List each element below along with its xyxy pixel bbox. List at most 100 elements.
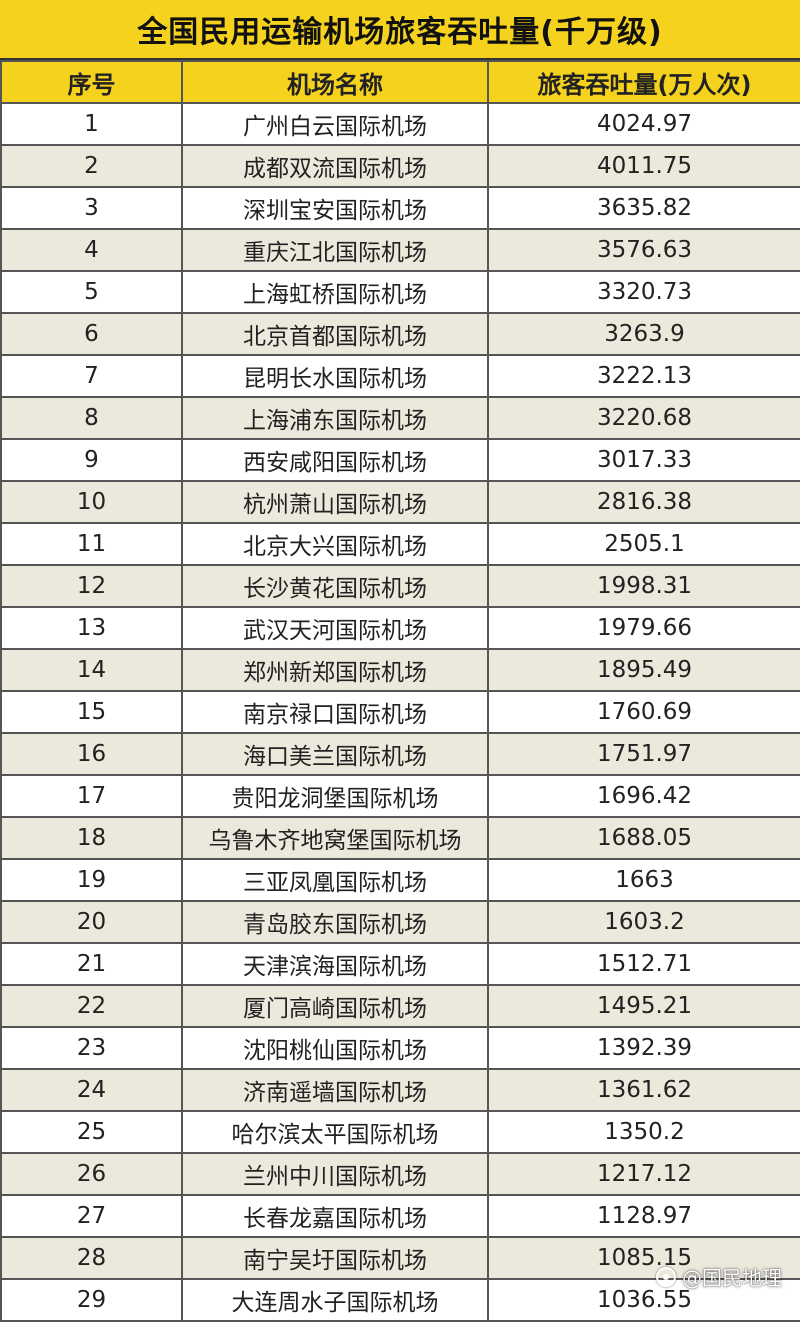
- cell-passengers: 1495.21: [487, 984, 800, 1028]
- table-row: 14 郑州新郑国际机场 1895.49: [0, 648, 800, 692]
- table-row: 12 长沙黄花国际机场 1998.31: [0, 564, 800, 608]
- cell-passengers: 4011.75: [487, 144, 800, 188]
- cell-passengers: 2816.38: [487, 480, 800, 524]
- cell-passengers: 1895.49: [487, 648, 800, 692]
- airport-table: 序号 机场名称 旅客吞吐量(万人次) 1 广州白云国际机场 4024.97 2 成都双流…: [0, 60, 800, 1322]
- cell-rank: 22: [0, 984, 183, 1028]
- table-row: 25 哈尔滨太平国际机场 1350.2: [0, 1110, 800, 1154]
- cell-rank: 8: [0, 396, 183, 440]
- cell-passengers: 3220.68: [487, 396, 800, 440]
- cell-passengers: 4024.97: [487, 102, 800, 146]
- cell-airport-name: 长沙黄花国际机场: [181, 564, 489, 608]
- cell-airport-name: 贵阳龙洞堡国际机场: [181, 774, 489, 818]
- header-rank: 序号: [0, 60, 183, 104]
- cell-airport-name: 武汉天河国际机场: [181, 606, 489, 650]
- cell-rank: 20: [0, 900, 183, 944]
- cell-airport-name: 郑州新郑国际机场: [181, 648, 489, 692]
- cell-rank: 27: [0, 1194, 183, 1238]
- cell-airport-name: 青岛胶东国际机场: [181, 900, 489, 944]
- cell-rank: 25: [0, 1110, 183, 1154]
- cell-rank: 21: [0, 942, 183, 986]
- cell-passengers: 1361.62: [487, 1068, 800, 1112]
- cell-passengers: 3222.13: [487, 354, 800, 398]
- cell-rank: 23: [0, 1026, 183, 1070]
- table-row: 18 乌鲁木齐地窝堡国际机场 1688.05: [0, 816, 800, 860]
- cell-rank: 1: [0, 102, 183, 146]
- table-row: 22 厦门高崎国际机场 1495.21: [0, 984, 800, 1028]
- cell-rank: 16: [0, 732, 183, 776]
- cell-rank: 10: [0, 480, 183, 524]
- cell-passengers: 1217.12: [487, 1152, 800, 1196]
- table-row: 17 贵阳龙洞堡国际机场 1696.42: [0, 774, 800, 818]
- cell-passengers: 1350.2: [487, 1110, 800, 1154]
- cell-passengers: 1998.31: [487, 564, 800, 608]
- cell-rank: 5: [0, 270, 183, 314]
- cell-rank: 2: [0, 144, 183, 188]
- table-row: 9 西安咸阳国际机场 3017.33: [0, 438, 800, 482]
- table-row: 15 南京禄口国际机场 1760.69: [0, 690, 800, 734]
- table-row: 21 天津滨海国际机场 1512.71: [0, 942, 800, 986]
- cell-passengers: 1603.2: [487, 900, 800, 944]
- table-row: 19 三亚凤凰国际机场 1663: [0, 858, 800, 902]
- table-row: 27 长春龙嘉国际机场 1128.97: [0, 1194, 800, 1238]
- cell-airport-name: 长春龙嘉国际机场: [181, 1194, 489, 1238]
- cell-airport-name: 厦门高崎国际机场: [181, 984, 489, 1028]
- table-row: 23 沈阳桃仙国际机场 1392.39: [0, 1026, 800, 1070]
- cell-passengers: 2505.1: [487, 522, 800, 566]
- cell-passengers: 1688.05: [487, 816, 800, 860]
- cell-airport-name: 南宁吴圩国际机场: [181, 1236, 489, 1280]
- cell-passengers: 3576.63: [487, 228, 800, 272]
- cell-rank: 11: [0, 522, 183, 566]
- cell-passengers: 3263.9: [487, 312, 800, 356]
- circle-logo-icon: [656, 1266, 676, 1287]
- cell-airport-name: 杭州萧山国际机场: [181, 480, 489, 524]
- cell-airport-name: 上海浦东国际机场: [181, 396, 489, 440]
- cell-airport-name: 重庆江北国际机场: [181, 228, 489, 272]
- cell-rank: 17: [0, 774, 183, 818]
- cell-airport-name: 西安咸阳国际机场: [181, 438, 489, 482]
- table-row: 26 兰州中川国际机场 1217.12: [0, 1152, 800, 1196]
- cell-airport-name: 深圳宝安国际机场: [181, 186, 489, 230]
- cell-rank: 13: [0, 606, 183, 650]
- cell-passengers: 1663: [487, 858, 800, 902]
- cell-rank: 29: [0, 1278, 183, 1322]
- cell-passengers: 1512.71: [487, 942, 800, 986]
- cell-passengers: 1979.66: [487, 606, 800, 650]
- cell-rank: 14: [0, 648, 183, 692]
- cell-passengers: 3320.73: [487, 270, 800, 314]
- cell-airport-name: 哈尔滨太平国际机场: [181, 1110, 489, 1154]
- cell-rank: 19: [0, 858, 183, 902]
- cell-airport-name: 沈阳桃仙国际机场: [181, 1026, 489, 1070]
- header-passengers: 旅客吞吐量(万人次): [487, 60, 800, 104]
- table-row: 7 昆明长水国际机场 3222.13: [0, 354, 800, 398]
- cell-rank: 12: [0, 564, 183, 608]
- table-row: 1 广州白云国际机场 4024.97: [0, 102, 800, 146]
- cell-rank: 26: [0, 1152, 183, 1196]
- cell-rank: 24: [0, 1068, 183, 1112]
- cell-airport-name: 大连周水子国际机场: [181, 1278, 489, 1322]
- cell-rank: 18: [0, 816, 183, 860]
- table-row: 11 北京大兴国际机场 2505.1: [0, 522, 800, 566]
- cell-rank: 15: [0, 690, 183, 734]
- table-row: 28 南宁吴圩国际机场 1085.15: [0, 1236, 800, 1280]
- table-row: 13 武汉天河国际机场 1979.66: [0, 606, 800, 650]
- watermark: @国民地理: [656, 1262, 782, 1291]
- cell-rank: 28: [0, 1236, 183, 1280]
- cell-airport-name: 广州白云国际机场: [181, 102, 489, 146]
- cell-airport-name: 天津滨海国际机场: [181, 942, 489, 986]
- table-header-row: 序号 机场名称 旅客吞吐量(万人次): [0, 60, 800, 104]
- cell-airport-name: 兰州中川国际机场: [181, 1152, 489, 1196]
- cell-rank: 4: [0, 228, 183, 272]
- cell-rank: 6: [0, 312, 183, 356]
- cell-passengers: 1696.42: [487, 774, 800, 818]
- cell-passengers: 1751.97: [487, 732, 800, 776]
- cell-airport-name: 上海虹桥国际机场: [181, 270, 489, 314]
- cell-rank: 3: [0, 186, 183, 230]
- table-row: 8 上海浦东国际机场 3220.68: [0, 396, 800, 440]
- cell-airport-name: 昆明长水国际机场: [181, 354, 489, 398]
- cell-airport-name: 海口美兰国际机场: [181, 732, 489, 776]
- cell-airport-name: 北京首都国际机场: [181, 312, 489, 356]
- cell-passengers: 1392.39: [487, 1026, 800, 1070]
- table-body: 1 广州白云国际机场 4024.97 2 成都双流国际机场 4011.75 3 深圳宝安国际机…: [0, 102, 800, 1322]
- cell-passengers: 3017.33: [487, 438, 800, 482]
